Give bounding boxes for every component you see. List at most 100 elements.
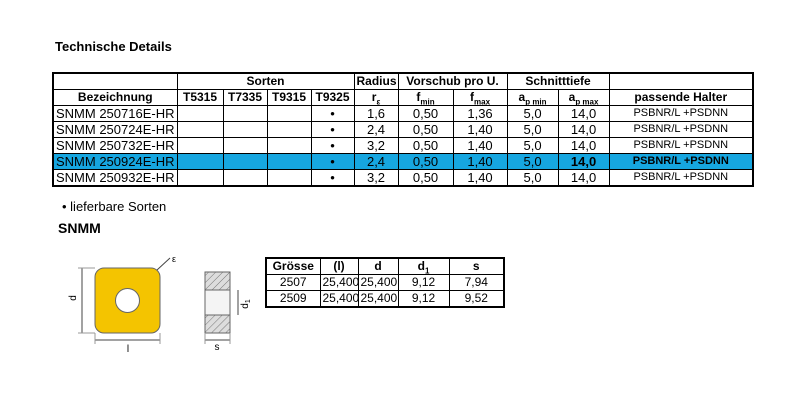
data-row: SNMM 250924E-HR • 2,4 0,50 1,40 5,0 14,0 PSBNR/… [52,153,754,170]
cell: 7,94 [448,274,505,291]
cell [266,105,312,122]
cell: SNMM 250724E-HR [52,121,178,138]
group-header-row: Sorten Radius Vorschub pro U. Schnitttie… [52,72,754,90]
cell: 1,40 [452,121,508,138]
cell: SNMM 250932E-HR [52,169,178,187]
column-header: (l) [319,257,359,275]
column-header: T9315 [266,89,312,106]
group-header: Radius [353,72,399,90]
cell: 0,50 [397,121,454,138]
cell: 14,0 [557,121,610,138]
cell: PSBNR/L +PSDNN [608,105,754,122]
cell: 1,40 [452,153,508,170]
data-row: SNMM 250724E-HR • 2,4 0,50 1,40 5,0 14,0 PSBNR/… [52,121,754,138]
dim-label: s [215,342,220,353]
insert-drawing: d l ε s d1 [68,254,252,355]
cell: SNMM 250716E-HR [52,105,178,122]
column-header: ap max [557,89,610,106]
cell: 0,50 [397,169,454,187]
column-header: d [357,257,399,275]
dim-line [156,257,171,271]
data-row: 2509 25,400 25,400 9,12 9,52 [265,290,505,308]
cell: 14,0 [557,137,610,154]
cell: 1,40 [452,169,508,187]
cell: 14,0 [557,153,610,170]
column-header: Bezeichnung [52,89,178,106]
cell: PSBNR/L +PSDNN [608,121,754,138]
cell: 3,2 [353,169,399,187]
column-header: T5315 [176,89,224,106]
cell: 2507 [265,274,321,291]
data-row: SNMM 250716E-HR • 1,6 0,50 1,36 5,0 14,0 PSBNR/… [52,105,754,122]
cell: • [310,137,355,154]
cell: • [310,169,355,187]
cell: 14,0 [557,169,610,187]
data-row: SNMM 250932E-HR • 3,2 0,50 1,40 5,0 14,0 PSBNR/… [52,169,754,187]
cell [176,121,224,138]
cell [266,121,312,138]
column-header: rε [353,89,399,106]
data-row: SNMM 250732E-HR • 3,2 0,50 1,40 5,0 14,0 PSBNR/… [52,137,754,154]
cell: SNMM 250732E-HR [52,137,178,154]
cell: 3,2 [353,137,399,154]
cell [176,137,224,154]
header-sub: 1 [424,266,430,275]
header-base: a [568,90,576,105]
title: Technische Details [55,39,172,54]
cell: 1,40 [452,137,508,154]
cell: PSBNR/L +PSDNN [608,169,754,187]
cell [222,105,268,122]
cell [176,153,224,170]
group-header: Schnitttiefe [506,72,610,90]
cell: 5,0 [506,153,559,170]
header-base: r [371,90,377,105]
cell [608,72,754,90]
cell [176,105,224,122]
cell: 2,4 [353,121,399,138]
column-header: T9325 [310,89,355,106]
header-sub: max [474,97,491,106]
dim-label: ε [172,254,176,264]
cell: 14,0 [557,105,610,122]
cell [176,169,224,187]
cell: 9,12 [397,274,450,291]
cell [52,72,178,90]
cell: SNMM 250924E-HR [52,153,178,170]
cell: 0,50 [397,105,454,122]
size-table: Grösse (l) d d1 s 2507 25,400 25,400 9,12 7,94 250… [265,257,505,308]
data-row: 2507 25,400 25,400 9,12 7,94 [265,274,505,291]
header-base: d [417,259,425,273]
cell [222,169,268,187]
cell: 0,50 [397,137,454,154]
cell: 25,400 [319,274,359,291]
column-header: s [448,257,505,275]
header-sub: min [420,97,435,106]
group-header: Sorten [176,72,355,90]
cell: • [310,105,355,122]
cell: PSBNR/L +PSDNN [608,153,754,170]
column-header-row: Grösse (l) d d1 s [265,257,505,275]
header-base: f [416,90,421,105]
column-header: fmax [452,89,508,106]
cell: 5,0 [506,169,559,187]
cell: 2,4 [353,153,399,170]
cell: 25,400 [357,290,399,308]
cell: 1,36 [452,105,508,122]
dim-label-sub: 1 [245,299,252,303]
cell: 2509 [265,290,321,308]
cell [266,153,312,170]
cell: 5,0 [506,137,559,154]
note: • lieferbare Sorten [62,199,167,214]
insert-side-bore [204,289,231,316]
cell: • [310,153,355,170]
dim-label-base: d [240,303,251,309]
cell [222,153,268,170]
cell [222,121,268,138]
dim-label: d1 [240,299,252,309]
cell: 25,400 [319,290,359,308]
section-title: SNMM [58,220,101,236]
cell: 5,0 [506,105,559,122]
column-header: Grösse [265,257,321,275]
column-header: d1 [397,257,450,275]
